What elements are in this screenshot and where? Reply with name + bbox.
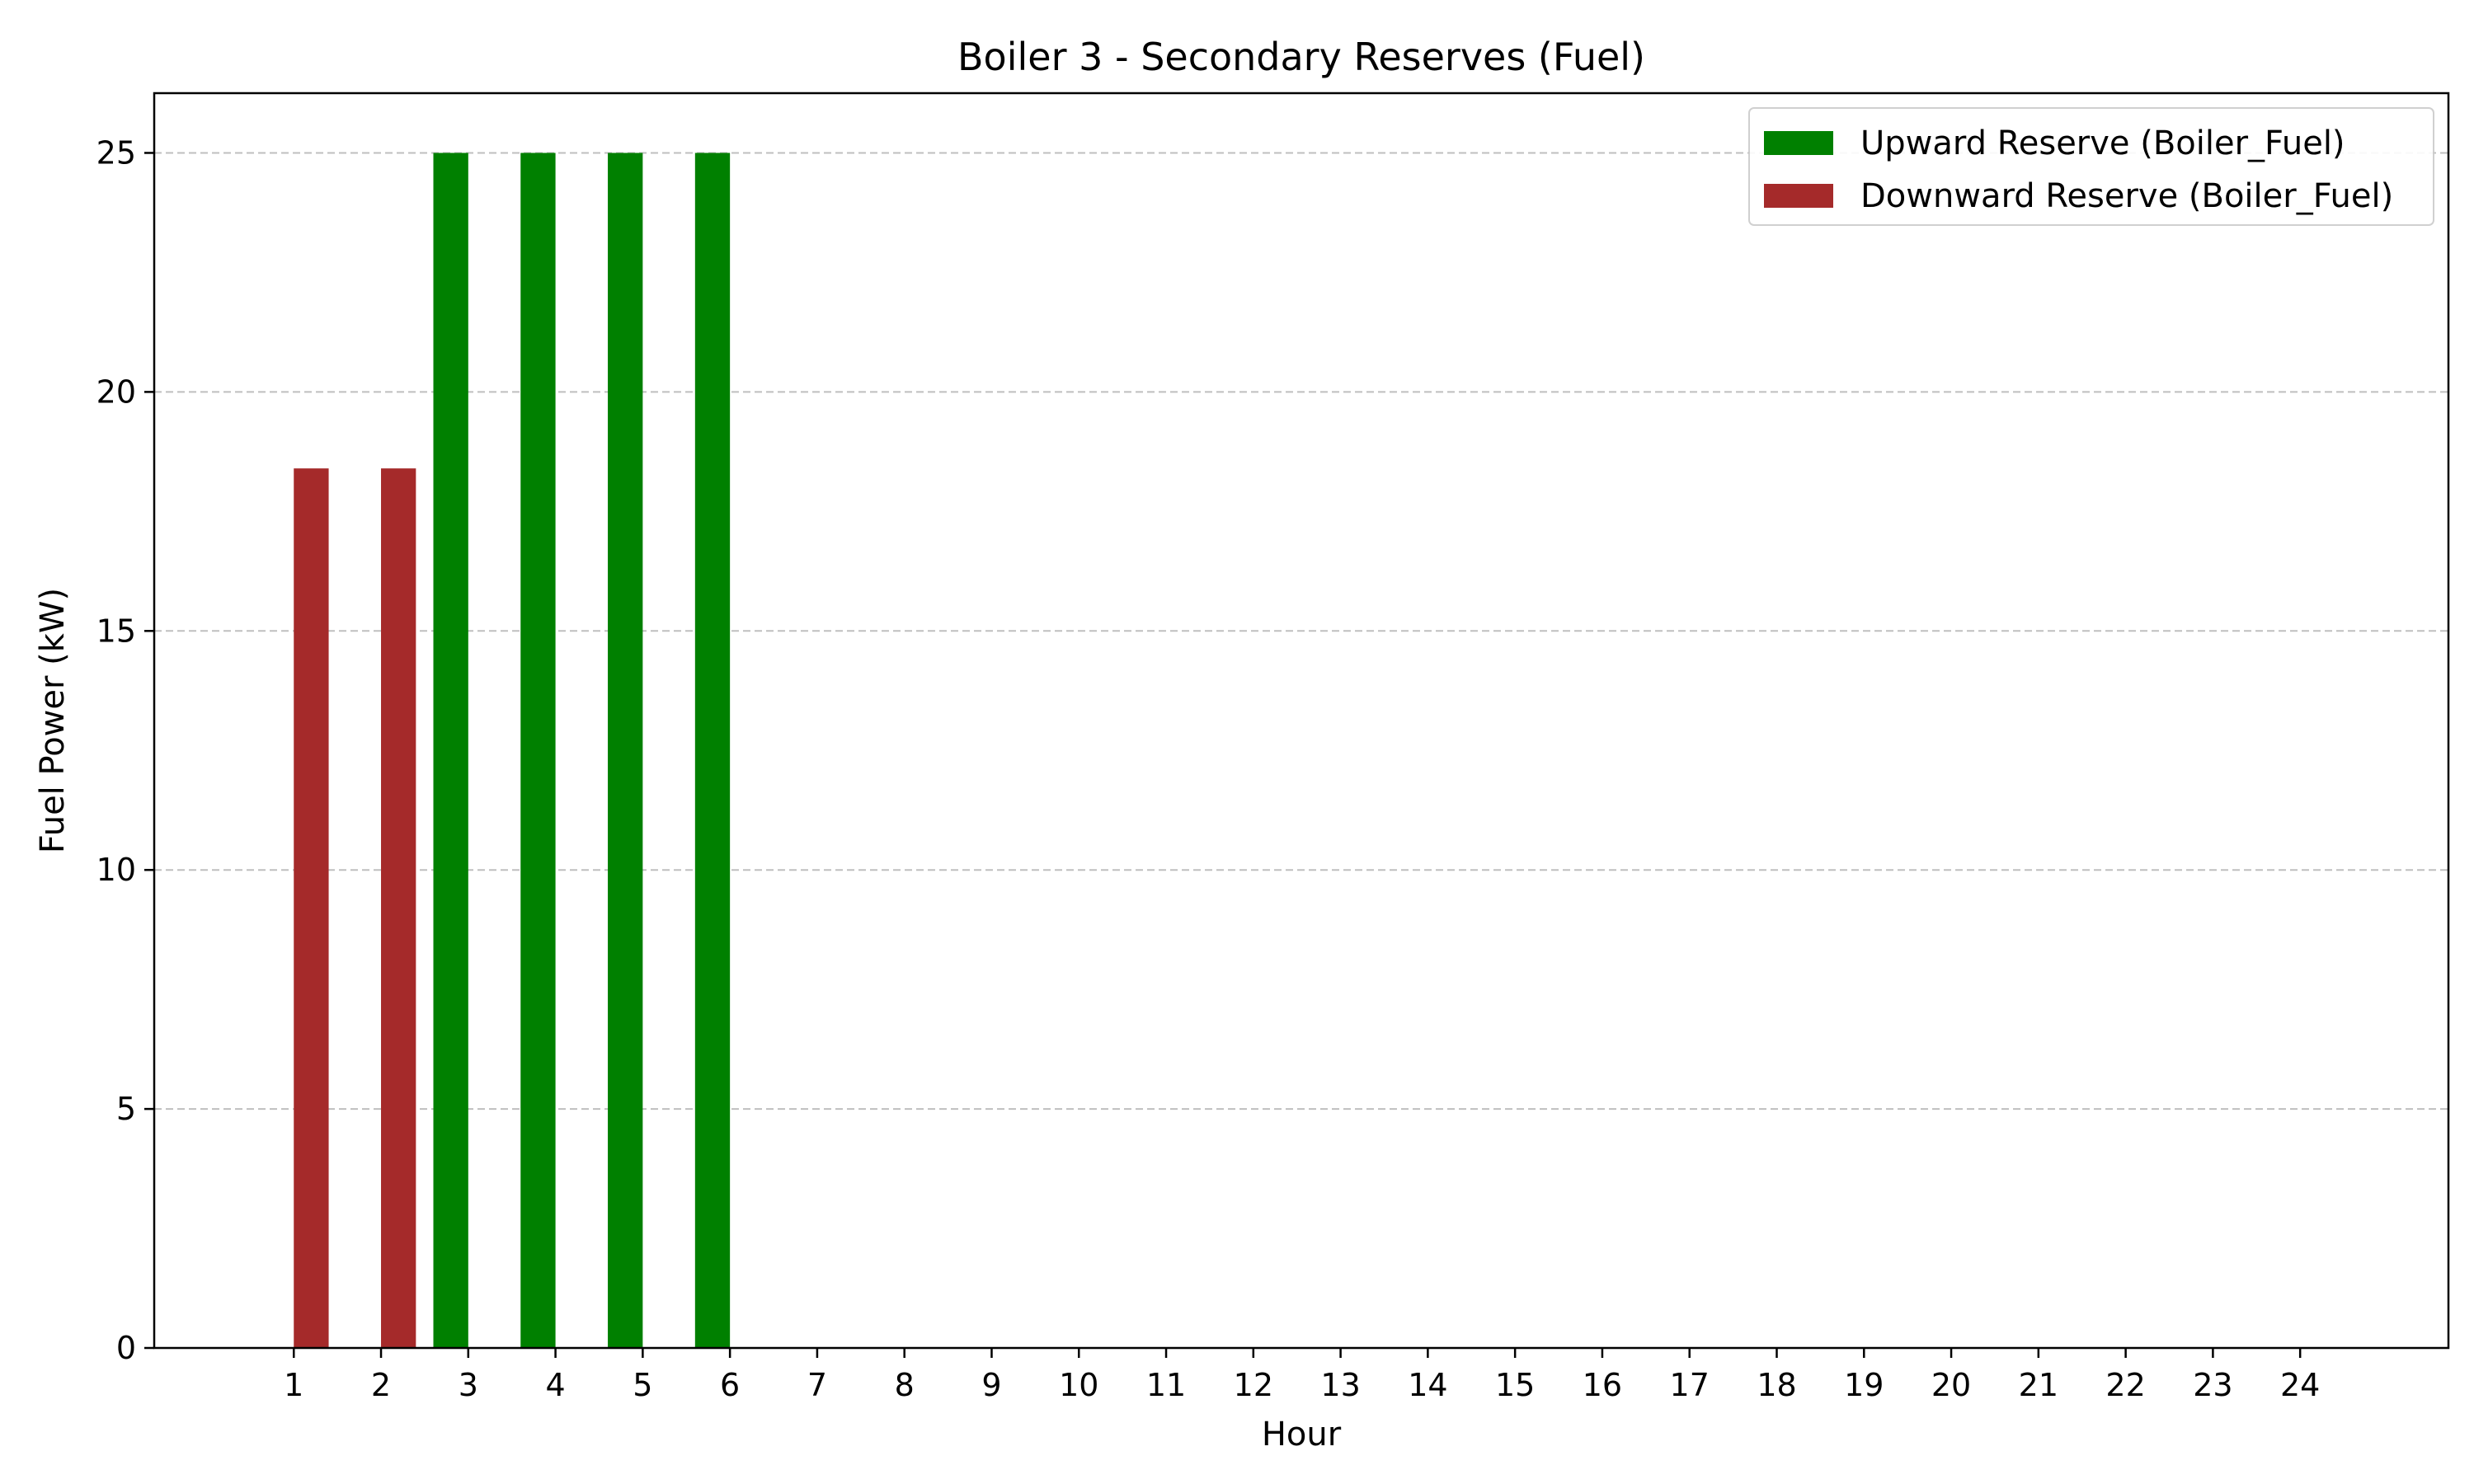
y-tick-label: 0 bbox=[116, 1330, 136, 1366]
x-tick-label: 9 bbox=[981, 1367, 1001, 1403]
legend: Upward Reserve (Boiler_Fuel) Downward Res… bbox=[1748, 107, 2434, 226]
legend-label: Upward Reserve (Boiler_Fuel) bbox=[1860, 124, 2345, 162]
bar bbox=[294, 468, 329, 1349]
x-axis: 1 2 3 4 5 6 7 8 9 10 11 12 13 14 15 16 17 18 19 20 21 22 23 24 bbox=[284, 1348, 2320, 1403]
x-tick-label: 16 bbox=[1583, 1367, 1622, 1403]
y-axis: 0 5 10 15 20 25 bbox=[96, 134, 154, 1366]
legend-label: Downward Reserve (Boiler_Fuel) bbox=[1860, 177, 2393, 215]
x-tick-label: 11 bbox=[1146, 1367, 1186, 1403]
bars bbox=[294, 153, 731, 1349]
bar bbox=[608, 153, 643, 1348]
legend-swatch bbox=[1764, 131, 1833, 155]
x-tick-label: 23 bbox=[2193, 1367, 2232, 1403]
x-axis-label: Hour bbox=[1262, 1416, 1342, 1453]
x-tick-label: 20 bbox=[1931, 1367, 1971, 1403]
y-axis-label: Fuel Power (kW) bbox=[34, 588, 72, 853]
x-tick-label: 14 bbox=[1408, 1367, 1447, 1403]
x-tick-label: 22 bbox=[2105, 1367, 2145, 1403]
x-tick-label: 12 bbox=[1234, 1367, 1273, 1403]
x-tick-label: 18 bbox=[1757, 1367, 1796, 1403]
bar bbox=[694, 153, 731, 1348]
legend-box bbox=[1748, 107, 2434, 226]
bar bbox=[381, 468, 416, 1349]
x-tick-label: 17 bbox=[1670, 1367, 1710, 1403]
x-tick-label: 7 bbox=[807, 1367, 827, 1403]
x-tick-label: 4 bbox=[545, 1367, 565, 1403]
x-tick-label: 21 bbox=[2019, 1367, 2058, 1403]
x-tick-label: 5 bbox=[633, 1367, 652, 1403]
x-tick-label: 15 bbox=[1495, 1367, 1535, 1403]
bar bbox=[520, 153, 556, 1348]
plot-frame bbox=[153, 92, 2450, 1350]
x-tick-label: 8 bbox=[895, 1367, 915, 1403]
x-tick-label: 2 bbox=[371, 1367, 391, 1403]
y-tick-label: 20 bbox=[96, 373, 136, 410]
y-tick-label: 10 bbox=[96, 852, 136, 888]
chart-title: Boiler 3 - Secondary Reserves (Fuel) bbox=[957, 35, 1645, 79]
x-tick-label: 1 bbox=[284, 1367, 303, 1403]
legend-swatch bbox=[1764, 184, 1833, 208]
x-tick-label: 24 bbox=[2280, 1367, 2320, 1403]
x-tick-label: 13 bbox=[1320, 1367, 1360, 1403]
x-tick-label: 10 bbox=[1059, 1367, 1098, 1403]
y-tick-label: 25 bbox=[96, 134, 136, 171]
x-tick-label: 6 bbox=[720, 1367, 740, 1403]
y-tick-label: 15 bbox=[96, 613, 136, 649]
x-tick-label: 3 bbox=[459, 1367, 478, 1403]
x-tick-label: 19 bbox=[1844, 1367, 1884, 1403]
bar bbox=[433, 153, 468, 1348]
y-tick-label: 5 bbox=[116, 1091, 136, 1127]
